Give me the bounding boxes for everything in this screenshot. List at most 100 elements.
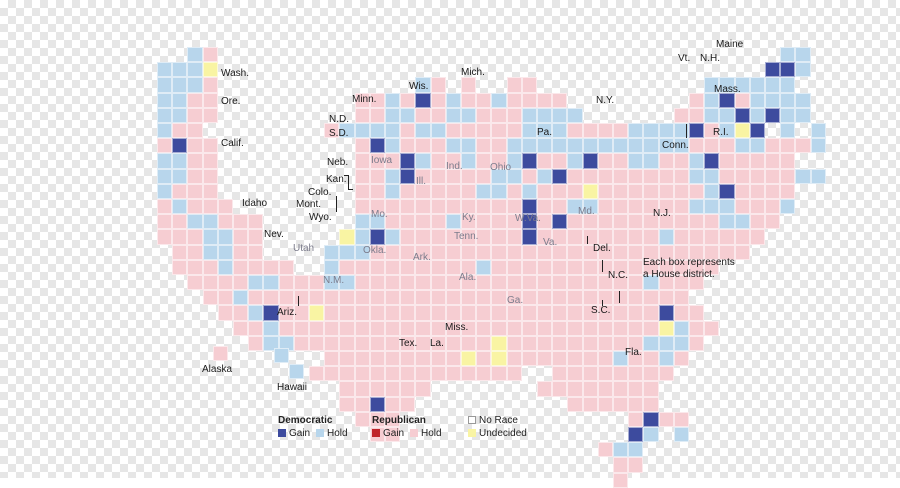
rep-hold-district-tile <box>415 199 431 215</box>
rep-hold-district-tile <box>582 214 598 230</box>
rep-hold-district-tile <box>491 229 507 245</box>
undecided-district-tile <box>491 351 507 367</box>
dem-hold-district-tile <box>795 62 811 78</box>
rep-hold-district-tile <box>476 123 492 139</box>
rep-hold-district-tile <box>552 92 568 108</box>
dem-hold-district-tile <box>339 123 355 139</box>
rep-hold-district-tile <box>202 275 218 291</box>
state-label-maine: Maine <box>716 39 744 50</box>
undecided-district-tile <box>491 335 507 351</box>
state-label-ky: Ky. <box>462 212 476 223</box>
rep-hold-district-tile <box>582 320 598 336</box>
dem-hold-district-tile <box>157 62 173 78</box>
dem-hold-district-tile <box>172 107 188 123</box>
rep-hold-district-tile <box>719 138 735 154</box>
rep-hold-district-tile <box>476 305 492 321</box>
rep-hold-district-tile <box>552 305 568 321</box>
rep-hold-district-tile <box>415 366 431 382</box>
rep-hold-district-tile <box>461 123 477 139</box>
state-label-ala: Ala. <box>459 272 477 283</box>
rep-hold-district-tile <box>689 183 705 199</box>
rep-hold-district-tile <box>582 244 598 260</box>
rep-hold-district-tile <box>628 244 644 260</box>
rep-hold-district-tile <box>445 305 461 321</box>
rep-hold-district-tile <box>552 259 568 275</box>
rep-hold-district-tile <box>461 244 477 260</box>
rep-hold-district-tile <box>339 259 355 275</box>
rep-hold-district-tile <box>552 381 568 397</box>
dem-hold-district-tile <box>689 168 705 184</box>
rep-hold-district-tile <box>400 396 416 412</box>
dem-gain-district-tile <box>780 62 796 78</box>
dem-hold-district-tile <box>172 168 188 184</box>
dem-hold-district-tile <box>765 77 781 93</box>
rep-hold-district-tile <box>445 199 461 215</box>
rep-hold-district-tile <box>248 335 264 351</box>
rep-hold-district-tile <box>217 275 233 291</box>
rep-hold-district-tile <box>491 244 507 260</box>
rep-hold-district-tile <box>217 290 233 306</box>
dem-hold-district-tile <box>658 335 674 351</box>
state-label-tenn: Tenn. <box>454 231 479 242</box>
rep-hold-district-tile <box>248 320 264 336</box>
rep-hold-district-tile <box>552 275 568 291</box>
rep-hold-district-tile <box>673 229 689 245</box>
state-label-nd: N.D. <box>329 114 349 125</box>
rep-hold-district-tile <box>734 244 750 260</box>
rep-hold-district-tile <box>233 320 249 336</box>
rep-hold-district-tile <box>430 92 446 108</box>
rep-hold-district-tile <box>293 335 309 351</box>
rep-hold-district-tile <box>673 275 689 291</box>
rep-hold-district-tile <box>582 275 598 291</box>
rep-hold-district-tile <box>385 411 401 427</box>
dem-gain-district-tile <box>704 153 720 169</box>
rep-hold-district-tile <box>506 229 522 245</box>
rep-hold-district-tile <box>430 153 446 169</box>
dem-hold-district-tile <box>445 107 461 123</box>
dem-hold-district-tile <box>385 92 401 108</box>
rep-hold-district-tile <box>430 320 446 336</box>
rep-hold-district-tile <box>537 320 553 336</box>
rep-hold-district-tile <box>567 275 583 291</box>
rep-hold-district-tile <box>658 199 674 215</box>
rep-hold-district-tile <box>324 290 340 306</box>
rep-hold-district-tile <box>369 244 385 260</box>
rep-hold-district-tile <box>597 442 613 458</box>
dem-hold-district-tile <box>521 183 537 199</box>
rep-hold-district-tile <box>582 381 598 397</box>
dem-hold-district-tile <box>719 123 735 139</box>
state-label-ark: Ark. <box>413 252 431 263</box>
rep-hold-district-tile <box>202 183 218 199</box>
dem-gain-district-tile <box>749 123 765 139</box>
rep-hold-district-tile <box>658 214 674 230</box>
rep-hold-district-tile <box>613 335 629 351</box>
rep-hold-district-tile <box>476 153 492 169</box>
dem-hold-district-tile <box>734 77 750 93</box>
rep-hold-district-tile <box>187 183 203 199</box>
dem-hold-district-tile <box>521 138 537 154</box>
dem-hold-district-tile <box>248 275 264 291</box>
rep-hold-district-tile <box>491 107 507 123</box>
rep-hold-district-tile <box>385 366 401 382</box>
rep-hold-district-tile <box>597 244 613 260</box>
rep-hold-district-tile <box>445 320 461 336</box>
rep-hold-district-tile <box>567 381 583 397</box>
rep-hold-district-tile <box>430 259 446 275</box>
rep-hold-district-tile <box>597 290 613 306</box>
rep-hold-district-tile <box>506 123 522 139</box>
rep-hold-district-tile <box>552 183 568 199</box>
dem-gain-district-tile <box>552 168 568 184</box>
rep-hold-district-tile <box>567 366 583 382</box>
rep-hold-district-tile <box>719 153 735 169</box>
dem-hold-district-tile <box>537 123 553 139</box>
rep-hold-district-tile <box>734 199 750 215</box>
rep-hold-district-tile <box>613 229 629 245</box>
rep-hold-district-tile <box>430 244 446 260</box>
rep-hold-district-tile <box>780 138 796 154</box>
rep-hold-district-tile <box>187 259 203 275</box>
rep-hold-district-tile <box>628 320 644 336</box>
wyo-leader-line <box>336 196 337 212</box>
rep-hold-district-tile <box>643 381 659 397</box>
rep-hold-district-tile <box>567 123 583 139</box>
rep-hold-district-tile <box>445 335 461 351</box>
